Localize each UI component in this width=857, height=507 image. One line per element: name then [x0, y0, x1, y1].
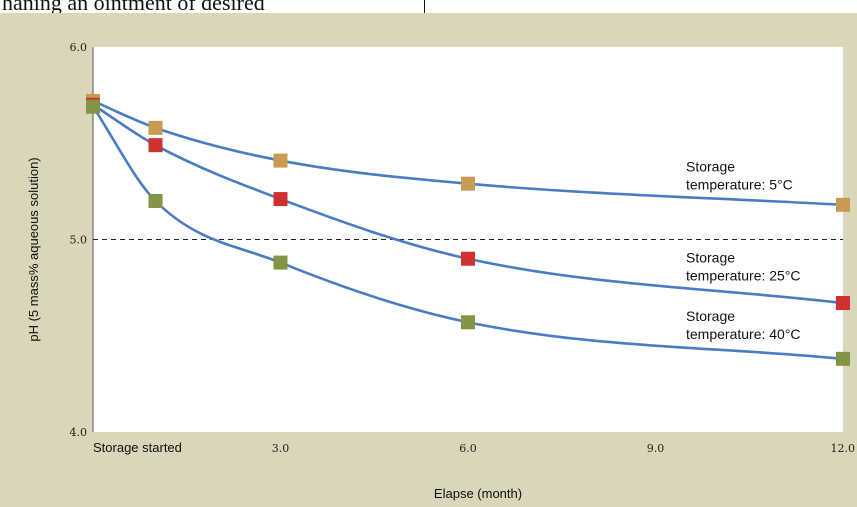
data-point-3	[461, 315, 475, 330]
data-point-1	[461, 176, 475, 191]
data-point-3	[273, 255, 288, 270]
data-point-1	[273, 153, 288, 168]
x-axis-label: Elapse (month)	[434, 486, 522, 501]
x-tick-label: Storage started	[93, 440, 182, 455]
data-point-2	[273, 192, 288, 207]
x-tick-label: 3.0	[272, 442, 290, 455]
x-tick-label: 9.0	[647, 442, 665, 455]
data-point-3	[148, 194, 163, 208]
data-point-2	[148, 138, 163, 153]
series-label-1: temperature: 5°C	[686, 176, 793, 192]
series-label-2: Storage	[686, 250, 735, 266]
data-point-3	[836, 351, 850, 366]
series-label-3: Storage	[686, 308, 735, 324]
data-point-2	[836, 296, 850, 311]
data-point-3	[86, 99, 100, 114]
x-tick-label: 12.0	[831, 442, 856, 455]
y-axis-label: pH (5 mass% aqueous solution)	[26, 157, 41, 341]
header-fragment: haning an ointment of desired	[0, 0, 857, 13]
series-label-1: Storage	[686, 158, 735, 174]
x-tick-label: 6.0	[459, 442, 477, 455]
y-tick-label: 5.0	[70, 234, 88, 247]
y-tick-label: 6.0	[70, 41, 88, 54]
data-point-1	[148, 120, 163, 135]
header-partial-text: haning an ointment of desired	[2, 0, 265, 13]
series-label-2: temperature: 25°C	[686, 268, 801, 284]
y-tick-label: 4.0	[70, 426, 88, 439]
text-cursor	[424, 0, 425, 13]
data-point-1	[836, 197, 850, 212]
series-label-3: temperature: 40°C	[686, 326, 801, 342]
data-point-2	[461, 251, 475, 266]
